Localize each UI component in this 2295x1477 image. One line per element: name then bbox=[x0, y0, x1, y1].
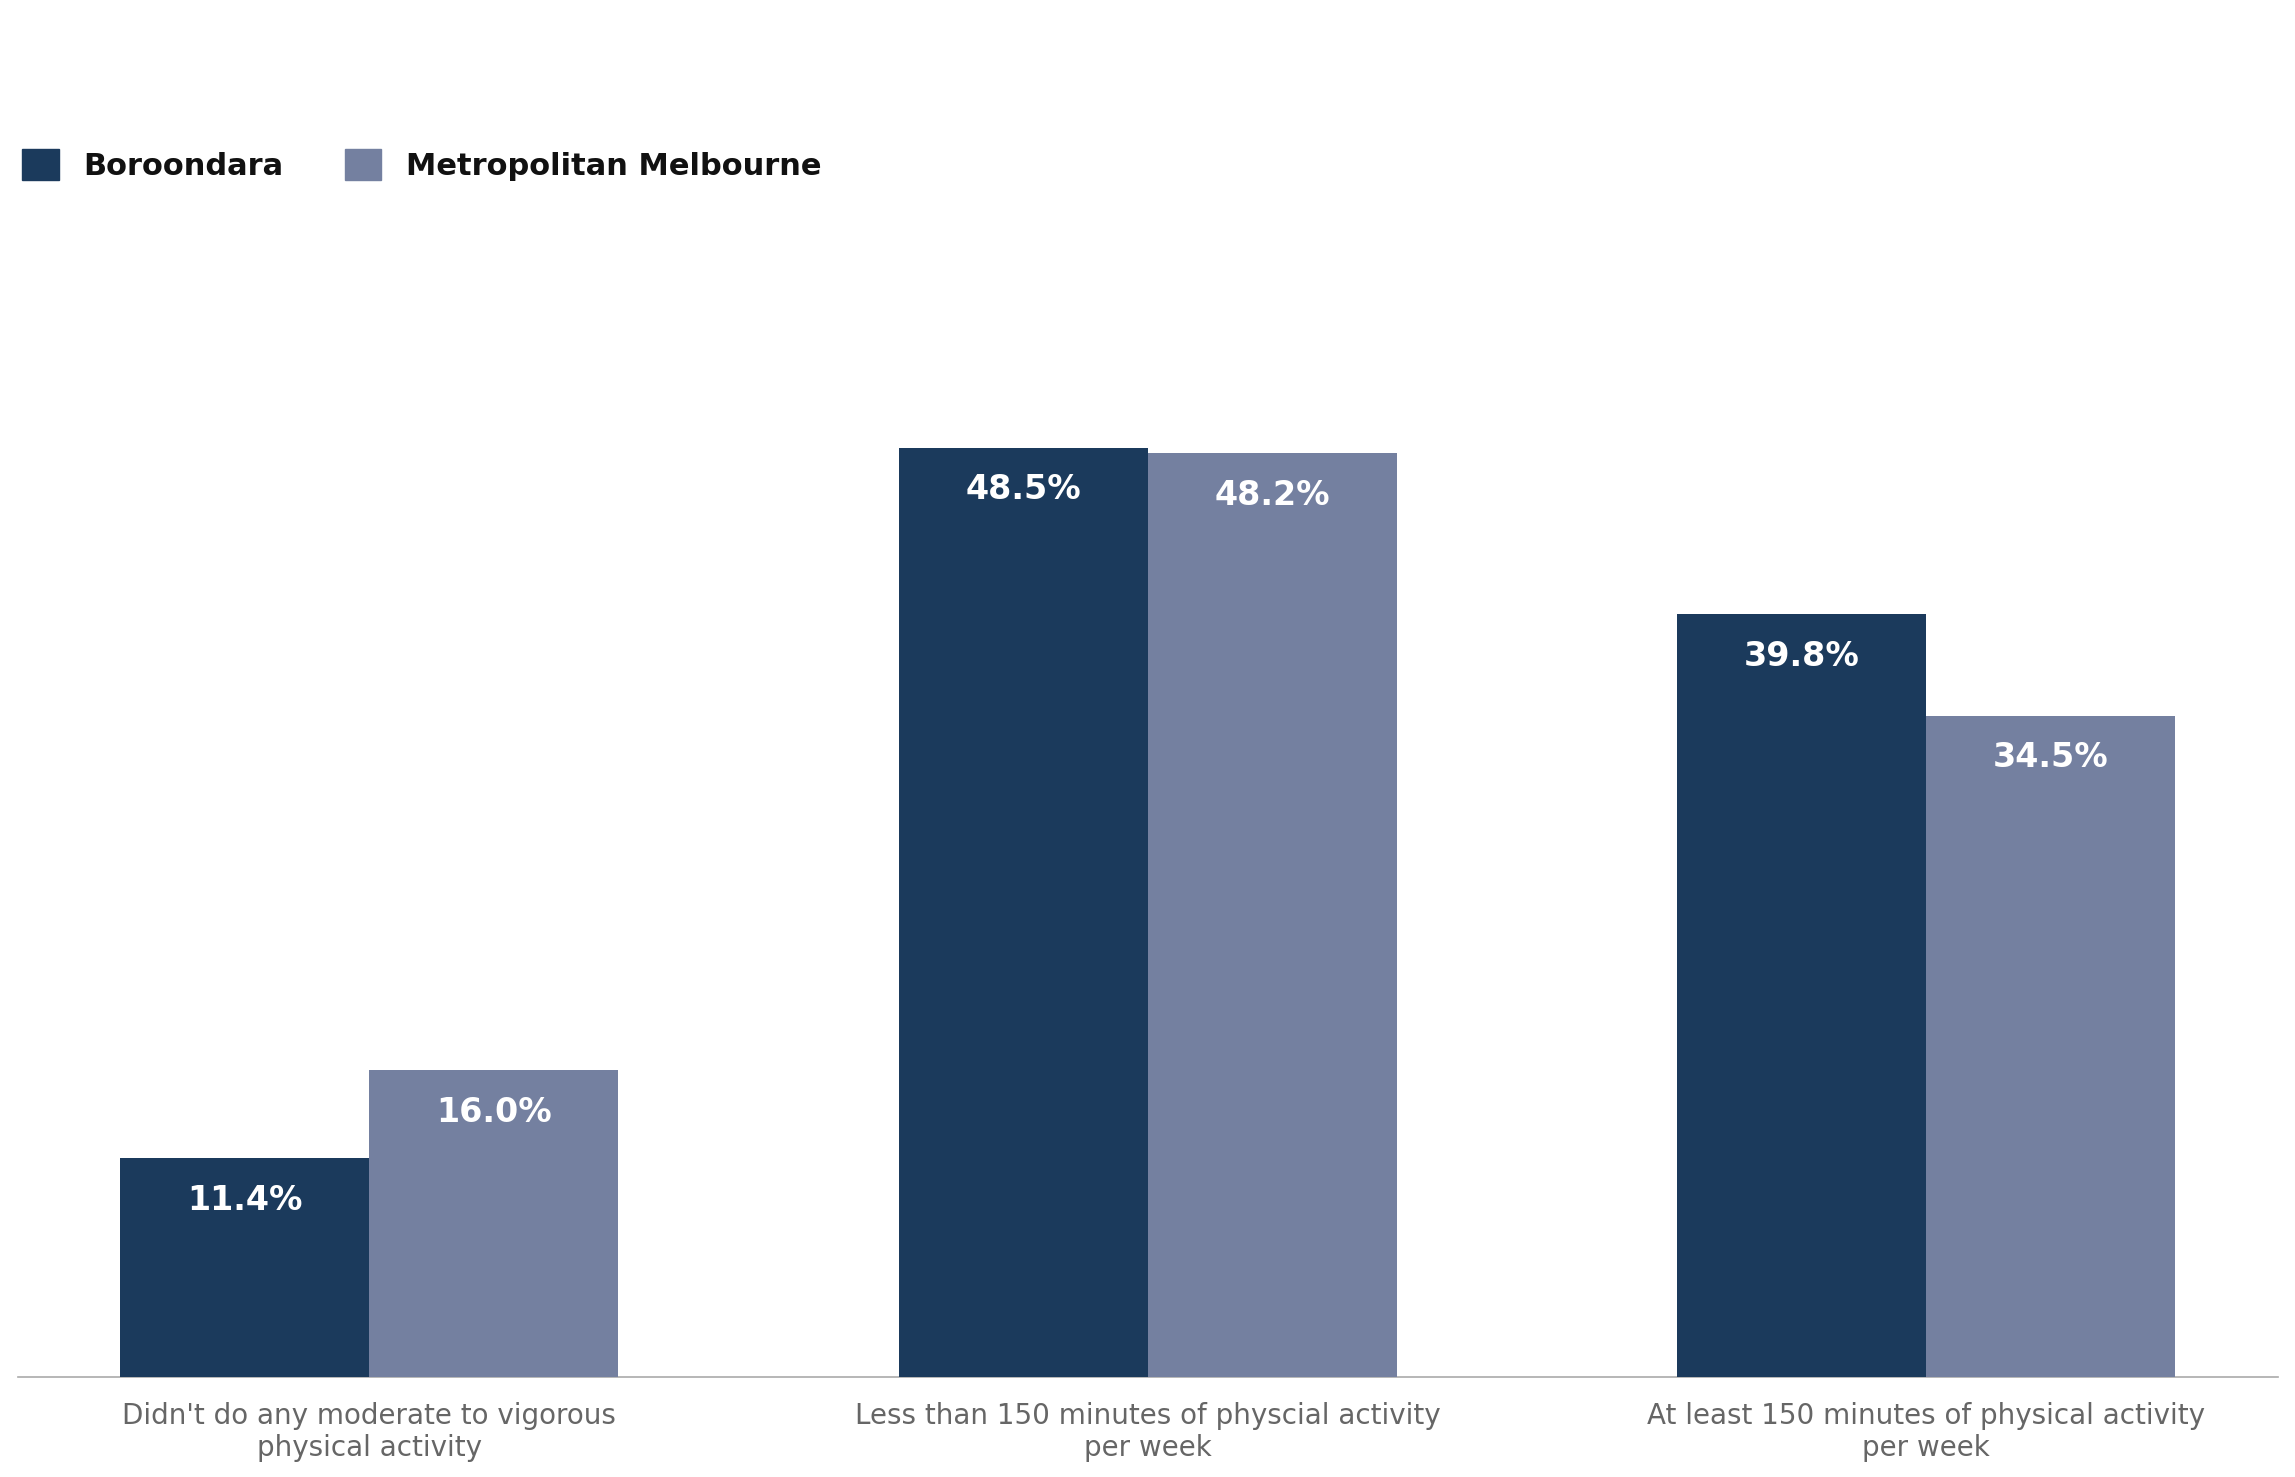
Text: 48.2%: 48.2% bbox=[1214, 479, 1331, 513]
Text: 11.4%: 11.4% bbox=[188, 1185, 303, 1217]
Text: 39.8%: 39.8% bbox=[1744, 640, 1859, 674]
Text: 34.5%: 34.5% bbox=[1992, 741, 2109, 774]
Bar bbox=[119, 1158, 369, 1377]
Bar bbox=[900, 448, 1148, 1377]
Bar bbox=[1148, 453, 1398, 1377]
Text: 48.5%: 48.5% bbox=[966, 473, 1081, 507]
Bar bbox=[1678, 614, 1926, 1377]
Bar bbox=[1926, 716, 2176, 1377]
Text: 16.0%: 16.0% bbox=[436, 1096, 551, 1128]
Bar bbox=[369, 1071, 617, 1377]
Legend: Boroondara, Metropolitan Melbourne: Boroondara, Metropolitan Melbourne bbox=[9, 136, 833, 193]
